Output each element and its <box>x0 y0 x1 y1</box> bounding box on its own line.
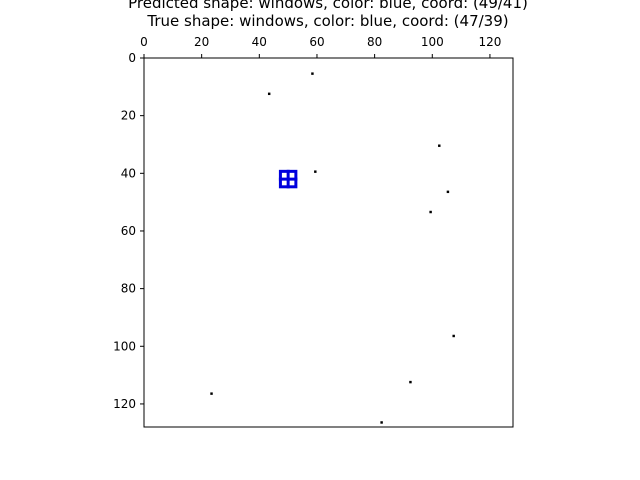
x-tick-label: 40 <box>252 35 267 49</box>
data-point <box>446 190 450 194</box>
data-point <box>452 334 455 338</box>
x-tick-label: 0 <box>140 35 148 49</box>
chart-title-line-1: Predicted shape: windows, color: blue, c… <box>128 0 528 12</box>
plot-area <box>144 58 513 427</box>
data-point <box>267 92 271 96</box>
x-axis-ticks: 0 20 40 60 80 100 120 <box>140 35 501 58</box>
plot-frame <box>143 57 514 428</box>
y-axis-ticks: 0 20 40 60 80 100 120 <box>113 51 144 411</box>
shape-layer <box>278 169 298 189</box>
data-point <box>380 421 383 424</box>
y-tick-label: 20 <box>121 109 136 123</box>
data-point <box>438 144 441 147</box>
data-point <box>210 392 213 395</box>
y-tick-label: 80 <box>121 282 136 296</box>
data-point <box>311 72 314 75</box>
x-tick-label: 120 <box>478 35 501 49</box>
x-tick-label: 100 <box>421 35 444 49</box>
chart-title-line-2: True shape: windows, color: blue, coord:… <box>146 12 508 30</box>
x-tick-label: 60 <box>309 35 324 49</box>
y-tick-label: 60 <box>121 224 136 238</box>
y-tick-label: 0 <box>128 51 136 65</box>
y-tick-label: 100 <box>113 339 136 353</box>
data-point <box>429 210 432 214</box>
windows-shape <box>278 169 298 189</box>
y-tick-label: 40 <box>121 166 136 180</box>
x-tick-label: 20 <box>194 35 209 49</box>
data-points-layer <box>210 72 455 424</box>
y-tick-label: 120 <box>113 397 136 411</box>
x-tick-label: 80 <box>367 35 382 49</box>
data-point <box>314 170 317 173</box>
data-point <box>409 380 412 384</box>
